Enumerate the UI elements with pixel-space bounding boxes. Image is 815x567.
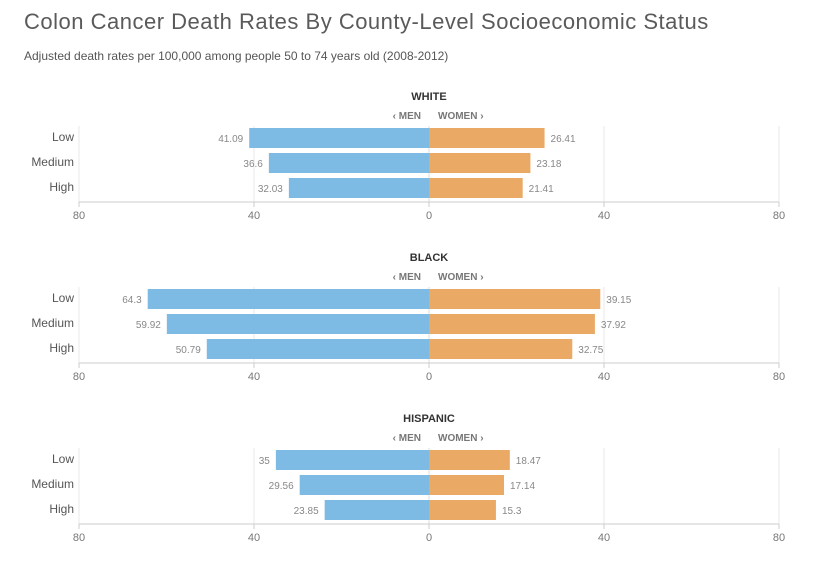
black-category-label: High	[49, 341, 74, 355]
hispanic-tick-label: 80	[73, 532, 85, 544]
hispanic-women-value-label: 15.3	[502, 506, 522, 517]
white-category-label: Medium	[31, 155, 74, 169]
black-tick-label: 80	[773, 371, 785, 383]
hispanic-category-label: Medium	[31, 477, 74, 491]
hispanic-women-bar	[429, 475, 504, 495]
white-men-bar	[249, 128, 429, 148]
white-men-value-label: 32.03	[258, 184, 283, 195]
white-men-value-label: 36.6	[243, 159, 263, 170]
white-women-bar	[429, 128, 545, 148]
white-women-bar	[429, 153, 531, 173]
hispanic-tick-label: 80	[773, 532, 785, 544]
black-women-bar	[429, 314, 595, 334]
white-category-label: High	[49, 180, 74, 194]
black-men-value-label: 50.79	[176, 345, 201, 356]
white-men-bar	[268, 153, 429, 173]
hispanic-men-bar	[275, 450, 429, 470]
black-tick-label: 40	[248, 371, 260, 383]
white-men-value-label: 41.09	[218, 134, 243, 145]
hispanic-women-label: WOMEN ›	[438, 433, 484, 444]
hispanic-women-bar	[429, 450, 510, 470]
black-women-value-label: 32.75	[578, 345, 603, 356]
black-men-bar	[206, 339, 429, 359]
black-tick-label: 80	[73, 371, 85, 383]
page-title: Colon Cancer Death Rates By County-Level…	[24, 9, 709, 34]
white-men-bar	[288, 178, 429, 198]
hispanic-tick-label: 40	[248, 532, 260, 544]
black-tick-label: 40	[598, 371, 610, 383]
hispanic-men-value-label: 35	[259, 456, 271, 467]
hispanic-women-value-label: 17.14	[510, 481, 535, 492]
black-category-label: Low	[52, 291, 74, 305]
white-category-label: Low	[52, 130, 74, 144]
hispanic-tick-label: 40	[598, 532, 610, 544]
black-women-bar	[429, 289, 601, 309]
black-tick-label: 0	[426, 371, 432, 383]
white-men-label: ‹ MEN	[393, 111, 421, 122]
hispanic-men-label: ‹ MEN	[393, 433, 421, 444]
black-panel-title: BLACK	[410, 252, 449, 264]
white-tick-label: 80	[73, 210, 85, 222]
hispanic-men-bar	[299, 475, 429, 495]
hispanic-men-value-label: 23.85	[294, 506, 319, 517]
hispanic-women-bar	[429, 500, 496, 520]
white-tick-label: 80	[773, 210, 785, 222]
white-women-value-label: 26.41	[551, 134, 576, 145]
black-men-bar	[147, 289, 429, 309]
hispanic-category-label: Low	[52, 452, 74, 466]
black-women-label: WOMEN ›	[438, 272, 484, 283]
white-tick-label: 0	[426, 210, 432, 222]
black-women-value-label: 37.92	[601, 320, 626, 331]
black-men-bar	[166, 314, 429, 334]
hispanic-men-value-label: 29.56	[269, 481, 294, 492]
white-women-value-label: 21.41	[529, 184, 554, 195]
white-tick-label: 40	[598, 210, 610, 222]
black-men-value-label: 64.3	[122, 295, 142, 306]
hispanic-men-bar	[324, 500, 429, 520]
white-women-value-label: 23.18	[536, 159, 561, 170]
white-panel-title: WHITE	[411, 91, 446, 103]
black-men-value-label: 59.92	[136, 320, 161, 331]
black-men-label: ‹ MEN	[393, 272, 421, 283]
white-women-bar	[429, 178, 523, 198]
black-women-value-label: 39.15	[606, 295, 631, 306]
page-subtitle: Adjusted death rates per 100,000 among p…	[24, 49, 449, 63]
white-tick-label: 40	[248, 210, 260, 222]
hispanic-tick-label: 0	[426, 532, 432, 544]
white-women-label: WOMEN ›	[438, 111, 484, 122]
hispanic-women-value-label: 18.47	[516, 456, 541, 467]
black-women-bar	[429, 339, 573, 359]
hispanic-category-label: High	[49, 502, 74, 516]
hispanic-panel-title: HISPANIC	[403, 413, 455, 425]
black-category-label: Medium	[31, 316, 74, 330]
